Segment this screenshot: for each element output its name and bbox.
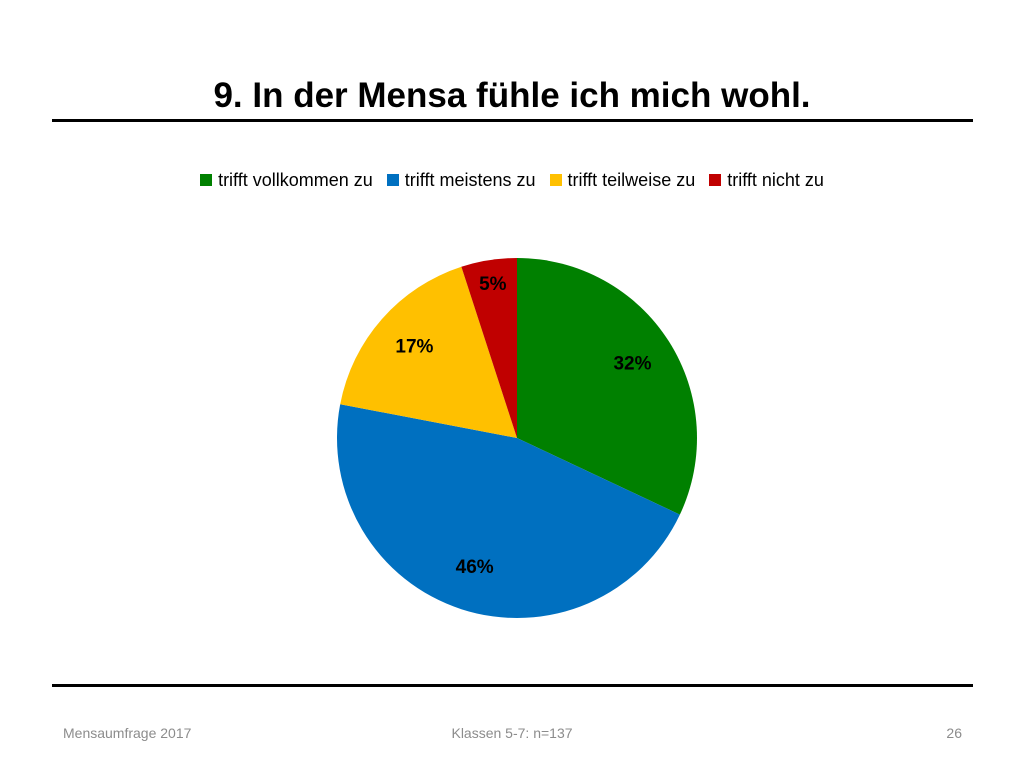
footer-sample-info: Klassen 5-7: n=137 <box>451 725 573 741</box>
legend-swatch <box>200 174 213 186</box>
pie-slice <box>517 258 698 515</box>
pie-slice <box>461 258 517 438</box>
pie-data-label: 46% <box>456 557 494 578</box>
pie-data-label: 5% <box>479 274 507 295</box>
footer-survey-name: Mensaumfrage 2017 <box>63 725 192 741</box>
pie-slice <box>340 266 517 438</box>
pie-data-label: 32% <box>613 354 651 375</box>
legend-item: trifft vollkommen zu <box>200 170 373 191</box>
slide-title: 9. In der Mensa fühle ich mich wohl. <box>213 76 811 115</box>
legend-label: trifft teilweise zu <box>567 169 696 190</box>
footer-page-number: 26 <box>946 725 962 741</box>
legend-item: trifft meistens zu <box>386 169 536 191</box>
legend-swatch <box>549 174 562 186</box>
legend-label: trifft meistens zu <box>404 169 536 190</box>
legend-label: trifft vollkommen zu <box>218 169 373 190</box>
pie-slice <box>337 404 680 618</box>
pie-slices <box>337 258 698 618</box>
pie-data-label: 17% <box>395 337 433 358</box>
legend-swatch <box>709 174 722 186</box>
footer-divider <box>52 684 973 687</box>
legend-label: trifft nicht zu <box>727 169 824 190</box>
pie-data-labels: 32% 46% 17% 5% <box>395 274 651 578</box>
chart-legend: trifft vollkommen zu trifft meistens zu tr… <box>0 168 1024 192</box>
legend-item: trifft nicht zu <box>709 170 824 191</box>
legend-item: trifft teilweise zu <box>549 169 696 191</box>
legend-swatch <box>386 174 399 186</box>
title-divider <box>52 119 973 122</box>
